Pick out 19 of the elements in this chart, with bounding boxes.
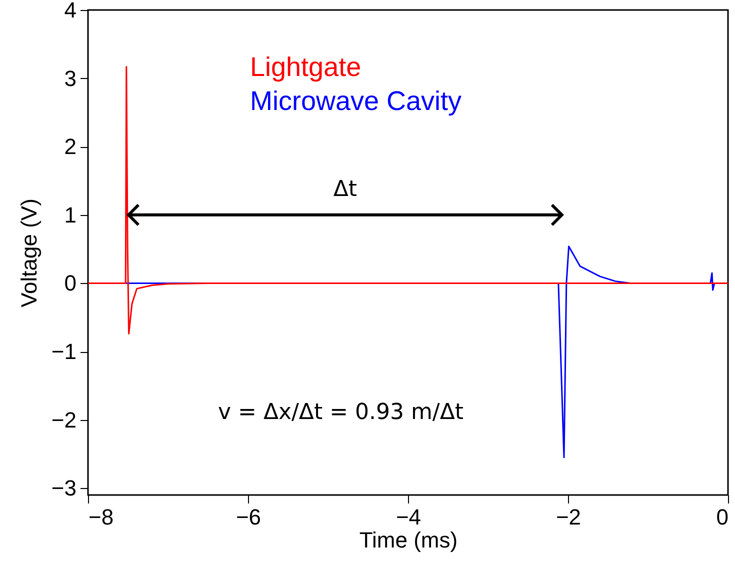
x-tick-label: −8 (88, 504, 114, 530)
x-tick-label: −4 (396, 504, 422, 530)
y-tick-label: −1 (51, 339, 76, 364)
x-axis-title: Time (ms) (359, 528, 458, 552)
y-tick-label: 4 (64, 0, 76, 22)
y-tick-label: 1 (64, 202, 76, 228)
y-tick-label: −2 (51, 407, 76, 432)
y-tick-label: 3 (64, 66, 76, 91)
annotation: v = Δx/Δt = 0.93 m/Δt (218, 400, 464, 425)
x-tick-label: −6 (236, 504, 262, 530)
y-tick-label: −3 (51, 476, 76, 501)
y-tick-label: 2 (64, 134, 76, 160)
text: Microwave Cavity (250, 86, 462, 116)
x-tick-label: 0 (716, 504, 728, 530)
x-tick-label: −2 (556, 504, 582, 530)
text: Lightgate (250, 52, 362, 82)
y-tick-label: 0 (64, 270, 76, 296)
y-axis-title: Voltage (V) (16, 198, 42, 308)
annotation: Δt (333, 176, 358, 202)
